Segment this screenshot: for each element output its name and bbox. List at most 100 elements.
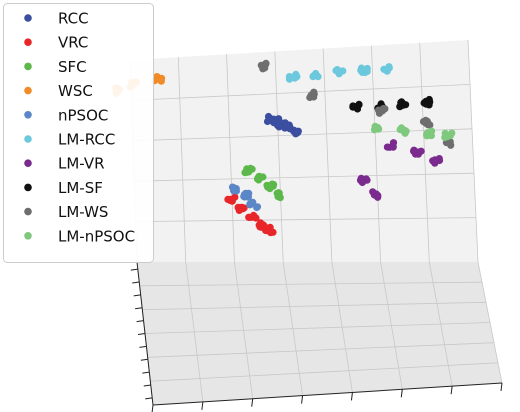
- series-npsoc: [228, 183, 262, 212]
- data-point: [262, 227, 270, 235]
- legend-marker: [24, 159, 32, 167]
- series-lm-ws: [257, 59, 455, 149]
- legend-label: LM-RCC: [58, 131, 115, 149]
- legend-label: SFC: [58, 58, 87, 76]
- tick-mark: [201, 401, 204, 410]
- legend-item: nPSOC: [24, 106, 108, 124]
- data-point: [399, 126, 407, 134]
- grid-line: [132, 128, 473, 142]
- axes-panes: [130, 40, 502, 405]
- data-point: [253, 175, 262, 183]
- legend: RCC VRC SFC WSC nPSOC LM-RCC LM-VR LM-SF LM-WS LM…: [3, 3, 154, 263]
- series-lm-rcc: [285, 63, 393, 83]
- tick-mark: [450, 386, 453, 395]
- data-point: [241, 169, 249, 177]
- legend-marker: [24, 207, 32, 216]
- data-point: [427, 132, 435, 140]
- data-point: [269, 228, 277, 236]
- tick-mark: [400, 389, 403, 398]
- tick-mark: [142, 371, 150, 374]
- data-point: [402, 101, 410, 109]
- legend-marker: [24, 62, 32, 71]
- series-lm-vr: [356, 139, 444, 201]
- legend-label: LM-WS: [58, 203, 108, 221]
- data-point: [253, 203, 262, 211]
- data-point: [446, 132, 454, 140]
- tick-mark: [151, 404, 154, 412]
- grid-line: [150, 362, 499, 382]
- grid-line: [135, 217, 477, 222]
- legend-marker: [24, 14, 32, 22]
- tick-mark: [143, 384, 151, 387]
- data-point: [261, 64, 269, 72]
- grid-line: [147, 342, 495, 358]
- grid-line: [226, 54, 235, 263]
- legend-label: LM-SF: [58, 179, 103, 197]
- data-point: [363, 64, 371, 73]
- data-point: [355, 100, 363, 108]
- tick-mark: [251, 398, 254, 407]
- data-point: [275, 189, 283, 197]
- tick-mark: [139, 345, 147, 348]
- tick-mark: [301, 395, 304, 404]
- tick-mark: [140, 358, 148, 361]
- data-point: [230, 186, 238, 194]
- data-point: [372, 124, 380, 132]
- data-point: [423, 117, 431, 125]
- legend-item: VRC: [24, 34, 88, 52]
- data-point: [357, 177, 365, 185]
- grid-line: [419, 42, 430, 263]
- legend-label: RCC: [58, 10, 89, 28]
- legend-marker: [24, 135, 32, 143]
- grid-line: [322, 48, 333, 263]
- front-axis-line: [152, 382, 503, 406]
- data-point: [414, 150, 422, 158]
- data-point: [376, 109, 384, 117]
- data-point: [285, 73, 293, 81]
- legend-item: SFC: [24, 58, 87, 76]
- data-point: [245, 213, 253, 221]
- grid-line: [131, 84, 471, 101]
- legend-item: LM-VR: [24, 155, 105, 173]
- data-point: [385, 143, 394, 151]
- legend-label: LM-VR: [58, 155, 105, 173]
- legend-marker: [24, 232, 32, 240]
- data-point: [234, 203, 242, 211]
- tick-mark: [132, 281, 140, 284]
- tick-mark: [500, 382, 503, 392]
- legend-item: WSC: [24, 82, 93, 100]
- data-point: [374, 191, 382, 200]
- data-point: [422, 100, 430, 108]
- data-point: [308, 91, 316, 99]
- data-point: [256, 223, 264, 231]
- data-point: [294, 128, 302, 136]
- legend-item: RCC: [24, 10, 89, 28]
- data-point: [314, 73, 322, 81]
- back-pane: [130, 40, 478, 262]
- data-point: [385, 63, 393, 71]
- tick-mark: [350, 392, 353, 401]
- legend-item: LM-WS: [24, 203, 108, 221]
- legend-label: VRC: [58, 34, 88, 52]
- tick-mark: [137, 333, 146, 335]
- grid-line: [274, 51, 284, 263]
- grid-line: [139, 281, 483, 287]
- data-point: [333, 67, 341, 75]
- tick-mark: [136, 320, 144, 323]
- grid-line: [177, 57, 187, 263]
- data-point: [157, 77, 165, 85]
- data-point: [249, 198, 257, 206]
- series-vrc: [224, 193, 277, 237]
- data-point: [248, 165, 256, 173]
- series-sfc: [241, 164, 284, 202]
- data-point: [266, 185, 274, 193]
- data-point: [431, 156, 439, 164]
- data-point: [227, 195, 235, 203]
- legend-label: nPSOC: [58, 106, 108, 124]
- grid-line: [144, 322, 491, 334]
- series-rcc: [263, 112, 302, 138]
- legend-item: LM-RCC: [24, 131, 115, 149]
- tick-mark: [135, 307, 143, 310]
- grid-line: [467, 39, 479, 263]
- legend-item: LM-SF: [24, 179, 103, 197]
